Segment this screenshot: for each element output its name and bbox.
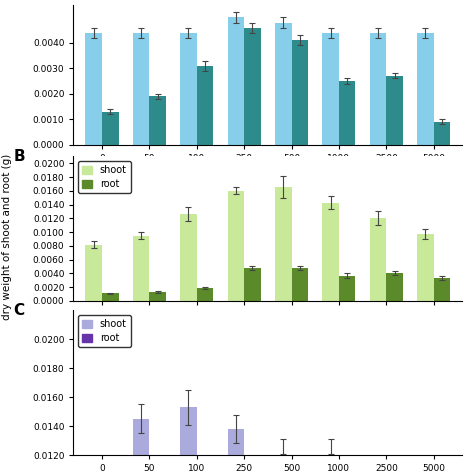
Bar <box>180 33 197 145</box>
Bar <box>102 111 118 145</box>
Bar <box>180 407 197 474</box>
Bar <box>85 245 102 301</box>
Bar <box>417 33 434 145</box>
Bar <box>228 191 244 301</box>
Bar <box>386 273 403 301</box>
Legend: shoot, root: shoot, root <box>78 315 131 347</box>
Bar <box>228 429 244 474</box>
Bar <box>244 268 261 301</box>
Bar <box>386 76 403 145</box>
Bar <box>322 202 339 301</box>
Bar <box>133 236 149 301</box>
Bar <box>417 234 434 301</box>
Bar <box>322 33 339 145</box>
Text: C: C <box>13 303 24 318</box>
Bar <box>292 40 308 145</box>
Bar <box>85 33 102 145</box>
Bar <box>133 419 149 474</box>
Bar <box>434 278 450 301</box>
Bar <box>292 268 308 301</box>
Bar <box>434 122 450 145</box>
Bar <box>370 33 386 145</box>
Bar <box>275 23 292 145</box>
Bar <box>339 81 356 145</box>
Bar <box>275 187 292 301</box>
Bar <box>228 18 244 145</box>
Text: B: B <box>13 149 25 164</box>
Text: dry weight of shoot and root (g): dry weight of shoot and root (g) <box>2 154 12 320</box>
Bar <box>244 27 261 145</box>
Legend: shoot, root: shoot, root <box>78 161 131 193</box>
Bar <box>133 33 149 145</box>
X-axis label: paenibacillic acid A (nM): paenibacillic acid A (nM) <box>204 168 332 178</box>
Bar <box>197 66 213 145</box>
Bar <box>149 96 166 145</box>
X-axis label: 3-indoleacetic acid (nM): 3-indoleacetic acid (nM) <box>205 325 330 335</box>
Bar <box>370 219 386 301</box>
Bar <box>102 293 118 301</box>
Bar <box>339 275 356 301</box>
Bar <box>149 292 166 301</box>
Bar <box>197 288 213 301</box>
Bar <box>180 214 197 301</box>
